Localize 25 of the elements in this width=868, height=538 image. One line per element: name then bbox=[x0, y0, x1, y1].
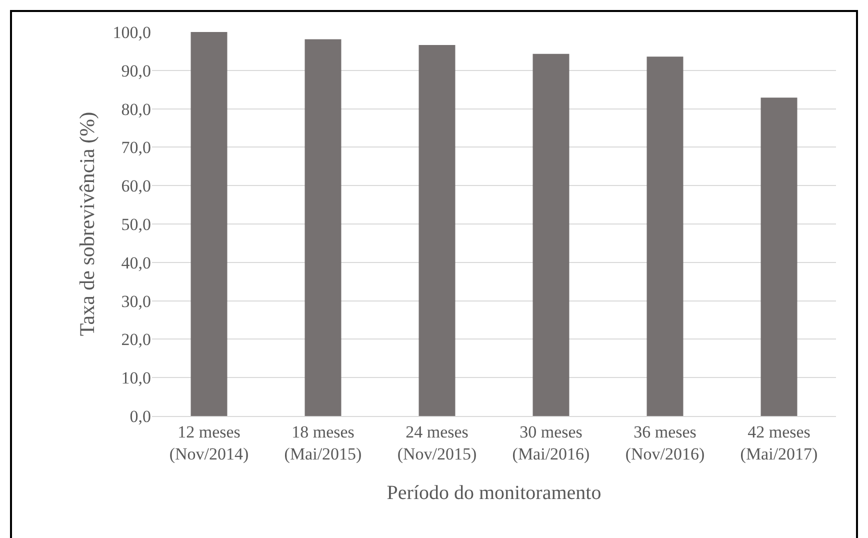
y-tick-label: 40,0 bbox=[121, 253, 151, 272]
y-tick-label: 20,0 bbox=[121, 330, 151, 350]
x-tick-label: 12 meses (Nov/2014) bbox=[169, 422, 249, 464]
bar bbox=[760, 98, 798, 416]
bar bbox=[532, 54, 570, 416]
y-tick-label: 60,0 bbox=[121, 176, 151, 196]
y-tick-label: 90,0 bbox=[121, 61, 151, 80]
x-tick-label: 36 meses (Nov/2016) bbox=[625, 422, 705, 464]
x-tick-label: 18 meses (Mai/2015) bbox=[284, 422, 362, 464]
x-tick-label: 30 meses (Mai/2016) bbox=[512, 422, 590, 464]
bar bbox=[646, 56, 684, 416]
bar bbox=[418, 45, 456, 416]
bar bbox=[190, 32, 228, 416]
y-tick-label: 50,0 bbox=[121, 214, 151, 234]
y-tick-label: 30,0 bbox=[121, 292, 151, 311]
bar bbox=[304, 39, 342, 416]
x-axis-title: Período do monitoramento bbox=[386, 482, 602, 504]
x-tick-label: 42 meses (Mai/2017) bbox=[740, 422, 818, 464]
y-tick-label: 100,0 bbox=[112, 22, 151, 42]
y-tick-label: 0,0 bbox=[130, 406, 151, 426]
x-tick-label: 24 meses (Nov/2015) bbox=[397, 422, 477, 464]
y-axis-title: Taxa de sobrevivência (%) bbox=[74, 112, 99, 336]
y-tick-label: 10,0 bbox=[121, 368, 151, 388]
y-tick-label: 80,0 bbox=[121, 100, 151, 119]
y-tick-label: 70,0 bbox=[121, 138, 151, 158]
